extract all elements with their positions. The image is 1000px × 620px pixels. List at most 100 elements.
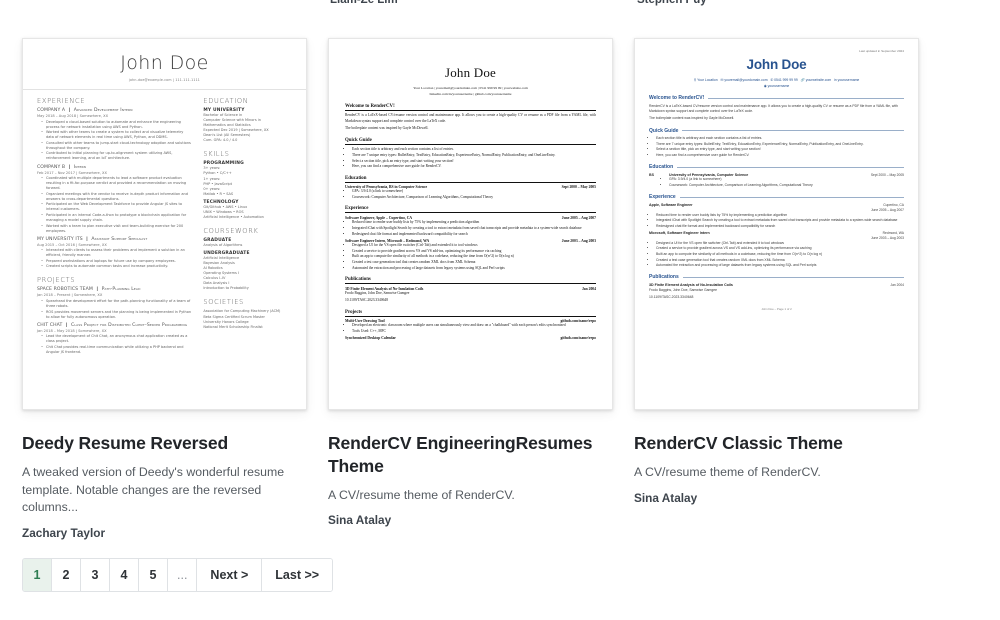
contact-line: Your Location | youremail@yourdomain.com… [413,86,528,90]
pagination-page-3[interactable]: 3 [81,559,110,591]
pagination-page-5[interactable]: 5 [139,559,168,591]
block-line: Dean's List (All Semesters) [203,133,251,138]
block-line: Artificial Intelligence • Automation [203,214,264,219]
degree-abbrev: BS [649,172,654,177]
pagination-ellipsis: ... [168,559,198,591]
resume-left-column: EXPERIENCE COMPANY A | Advanced Developm… [37,97,191,358]
bullet: Developed an electronic classroom where … [352,323,596,328]
contact-linkedin: yourusername [837,78,860,82]
block-line: Matlab • R • SAS [203,191,234,196]
bullet: Reduced time to render user buddy lists … [656,213,904,218]
block-line: Computer Science with Minors in [203,118,261,123]
resume-entry: SPACE ROBOTICS TEAM | Path-Planning Lead… [37,287,191,319]
bullet: There are 7 unique entry types: BulletEn… [352,153,596,158]
theme-card[interactable]: John Doe Your Location | youremail@yourd… [328,38,613,540]
entry-row: Multi-User Drawing Tool github.com/name/… [345,319,596,323]
bullet: Lead the development of Chit Chat, an an… [41,334,191,344]
bullet: Spearhead the development effort for the… [41,299,191,309]
theme-card[interactable]: John Doe john-doe@example.com | 111.111.… [22,38,307,540]
bullet: Created a test case generation tool that… [656,258,904,263]
resume-section-heading: SOCIETIES [203,298,245,307]
previous-card-author: Stephen Puy [637,0,707,6]
pagination-last-button[interactable]: Last >> [262,559,333,591]
entry-org: CHIT CHAT | Class Project for Distribute… [37,322,188,328]
resume-section-heading: PROJECTS [37,276,76,285]
theme-author: Zachary Taylor [22,526,106,541]
entry-bullets: GPA: 3.9/4.0 (a link to somewhere) Cours… [345,189,596,200]
pagination[interactable]: 1 2 3 4 5 ... Next > Last >> [22,558,334,592]
block-title: MY UNIVERSITY [203,108,245,113]
resume-name: John Doe [746,57,807,72]
contact-github: yourusername [767,84,790,89]
entry-right: github.com/name/repo [560,336,596,341]
pagination-page-4[interactable]: 4 [110,559,139,591]
bullet: Here, you can find a comprehensive user … [352,164,596,169]
bullet: Contributed to initial planning for up-t… [41,151,191,161]
theme-author: Sina Atalay [634,490,698,505]
entry-dates: Feb 2017 – Nov 2017 | Somewhere, XX [37,170,107,175]
theme-title[interactable]: RenderCV EngineeringResumes Theme [328,433,593,476]
resume-section-heading: Education [649,164,904,170]
entry-org: COMPANY A | Advanced Development Intern [37,108,133,113]
entry-row: BS University of Pennsylvania, Computer … [649,173,904,178]
bullet: Participated on the Web Development Task… [41,202,191,212]
resume-section-heading: Projects [345,310,596,317]
entry-row: Software Engineer Intern, Microsoft – Re… [345,239,596,243]
block-title: PROGRAMMING [203,161,244,167]
bullet: GPA: 3.9/4.0 (a link to somewhere) [352,189,596,194]
resume-section-heading: Experience [649,194,904,200]
pagination-page-2[interactable]: 2 [52,559,81,591]
bullet: Built an app to compute the similarity o… [352,254,596,259]
theme-card[interactable]: Last updated in September 2024 John Doe … [634,38,919,540]
bullet: Participated in an internal Code-a-thon … [41,213,191,223]
resume-section-heading: Quick Guide [649,128,904,134]
entry-row: Microsoft, Software Engineer Intern Redm… [649,231,904,241]
entry-bullets: Spearhead the development effort for the… [37,299,191,320]
resume-header: John Doe john-doe@example.com | 111.111.… [23,39,306,90]
resume-section-heading: Welcome to RenderCV! [345,104,596,111]
theme-preview-thumbnail[interactable]: Last updated in September 2024 John Doe … [634,38,919,410]
bullet: Interacted with clients to assess their … [41,248,191,258]
bullet: Automated the extraction and processing … [352,266,596,271]
block-line: Data Analysis I [203,281,230,286]
entry-row: Synchronized Desktop Calendar github.com… [345,336,596,340]
entry-left: 3D Finite Element Analysis of No-Insulat… [345,286,424,291]
previous-card-author: Liam-Ze Lim [330,0,398,6]
pagination-next-button[interactable]: Next > [197,559,263,591]
contact-website: yourwebsite.com [805,78,832,82]
entry-bullets: Developed a cloud-based solution to auto… [37,120,191,162]
bullet: Coursework: Computer Architecture, Compa… [352,195,596,200]
resume-entry: MY UNIVERSITY ITS | Assistant Support Sp… [37,237,191,270]
bullet: Created a service to provide gradient ac… [352,249,596,254]
block-title: TECHNOLOGY [203,199,239,205]
block-line: PHP • JavaScript [203,181,233,186]
entry-bullets: Designed a UI for the VS open file switc… [345,243,596,272]
theme-preview-thumbnail[interactable]: John Doe john-doe@example.com | 111.111.… [22,38,307,410]
theme-preview-thumbnail[interactable]: John Doe Your Location | youremail@yourd… [328,38,613,410]
linkedin-icon: in [834,78,837,82]
bullet: Created a service to provide gradient ac… [656,246,904,251]
entry-bullets: Designed a UI for the VS open file switc… [649,241,904,269]
block-line: Beta Sigma Certified Scrum Master [203,314,265,319]
theme-title[interactable]: Deedy Resume Reversed [22,433,228,453]
entry-right: June 2005 – Aug 2007 [561,215,596,220]
bullet: Select a section title, pick an entry ty… [352,159,596,164]
entry-row: 3D Finite Element Analysis of No-Insulat… [649,283,904,288]
entry-left: Synchronized Desktop Calendar [345,336,396,341]
resume-entry: COMPANY A | Advanced Development Intern … [37,108,191,162]
theme-title[interactable]: RenderCV Classic Theme [634,433,843,453]
pagination-page-1[interactable]: 1 [23,559,52,591]
paragraph: The boilerplate content was inspired by … [345,126,429,131]
resume-name: John Doe [444,65,497,80]
block-line: Git/Github • AWS • Linux [203,204,248,209]
email-icon: ✉ [720,78,724,82]
resume-section-heading: Welcome to RenderCV! [649,95,904,101]
block-line: 1+ years: [203,176,221,181]
resume-contact: Your Location | youremail@yourdomain.com… [345,86,596,98]
entry-row: 3D Finite Element Analysis of No-Insulat… [345,287,596,291]
block-line: Cum. GPA: 4.0 / 4.0 [203,138,238,143]
entry-row: Apple, Software Engineer Cupertino, CA J… [649,203,904,213]
bullet: Worked with other teams to create a syst… [41,130,191,140]
entry-bullets: Reduced time to render user buddy lists … [345,220,596,237]
paragraph: RenderCV is a LaTeX-based CV/resume vers… [649,103,898,114]
